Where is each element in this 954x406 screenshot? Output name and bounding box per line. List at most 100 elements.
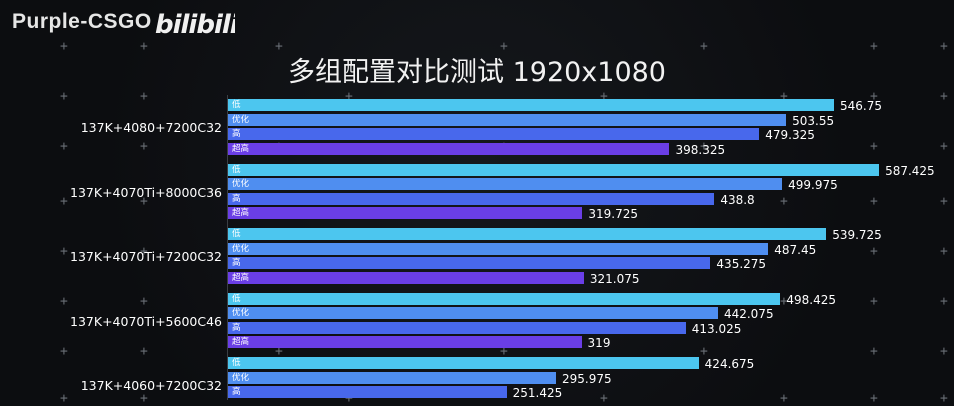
data-label: 479.325 xyxy=(765,128,815,142)
plus-decoration: + xyxy=(500,344,508,359)
bar xyxy=(228,192,715,205)
series-label: 优化 xyxy=(232,179,250,189)
data-label: 442.075 xyxy=(723,307,774,321)
plus-decoration: + xyxy=(940,39,948,54)
series-label: 低 xyxy=(232,358,241,368)
plus-decoration: + xyxy=(700,39,708,54)
plus-decoration: + xyxy=(940,294,948,309)
plus-decoration: + xyxy=(600,89,608,104)
data-label: 319.725 xyxy=(588,207,638,221)
series-label: 超高 xyxy=(232,208,250,218)
plus-decoration: + xyxy=(870,194,878,209)
plus-decoration: + xyxy=(140,344,148,359)
data-label: 499.975 xyxy=(788,178,838,192)
plus-decoration: + xyxy=(60,139,68,154)
series-label: 优化 xyxy=(232,114,250,125)
bar xyxy=(228,336,582,348)
plus-decoration: + xyxy=(140,244,148,259)
plus-decoration: + xyxy=(140,391,148,406)
plus-decoration: + xyxy=(275,344,283,359)
category-label: 137K+4080+7200C32 xyxy=(80,120,222,135)
data-label: 435.275 xyxy=(716,257,767,271)
bar xyxy=(228,257,711,269)
bilibili-logo-icon: bilibili xyxy=(155,10,235,40)
series-label: 优化 xyxy=(232,308,250,318)
series-label: 高 xyxy=(232,322,241,333)
series-label: 低 xyxy=(232,229,241,239)
plus-decoration: + xyxy=(870,344,878,359)
series-label: 低 xyxy=(232,164,241,175)
category-label: 137K+4070Ti+5600C46 xyxy=(70,313,222,329)
plus-decoration: + xyxy=(870,294,878,309)
bar xyxy=(228,113,787,126)
data-label: 295.975 xyxy=(562,371,612,386)
category-label: 137K+4060+7200C32 xyxy=(80,378,222,393)
plus-decoration: + xyxy=(500,39,508,54)
plus-decoration: + xyxy=(60,294,68,309)
bar xyxy=(228,386,507,398)
bar xyxy=(228,271,584,284)
plus-decoration: + xyxy=(345,391,353,406)
plus-decoration: + xyxy=(140,194,148,209)
plus-decoration: + xyxy=(60,391,68,406)
plus-decoration: + xyxy=(60,344,68,359)
data-label: 503.55 xyxy=(792,113,835,128)
plus-decoration: + xyxy=(940,194,948,209)
bar xyxy=(228,321,686,334)
series-label: 超高 xyxy=(232,143,250,154)
plus-decoration: + xyxy=(275,39,283,54)
series-label: 优化 xyxy=(232,243,250,254)
data-label: 413.025 xyxy=(691,321,742,336)
category-label: 137K+4070Ti+7200C32 xyxy=(70,249,222,264)
bar xyxy=(228,307,718,319)
bar xyxy=(228,128,760,140)
plus-decoration: + xyxy=(940,391,948,406)
plus-decoration: + xyxy=(870,89,878,104)
series-label: 高 xyxy=(232,258,241,268)
plus-decoration: + xyxy=(780,391,788,406)
plus-decoration: + xyxy=(940,344,948,359)
plus-decoration: + xyxy=(700,344,708,359)
series-label: 高 xyxy=(232,129,241,139)
bar xyxy=(228,292,781,305)
plus-decoration: + xyxy=(870,244,878,259)
series-label: 低 xyxy=(232,100,241,110)
data-label: 321.075 xyxy=(589,271,640,286)
data-label: 539.725 xyxy=(832,228,882,242)
plus-decoration: + xyxy=(780,294,788,309)
bar xyxy=(228,142,670,155)
data-label: 487.45 xyxy=(774,242,817,257)
plus-decoration: + xyxy=(700,139,708,154)
category-label: 137K+4070Ti+8000C36 xyxy=(70,184,222,200)
plus-decoration: + xyxy=(140,89,148,104)
data-label: 587.425 xyxy=(885,163,935,178)
series-label: 超高 xyxy=(232,337,250,347)
bar xyxy=(228,178,783,190)
data-label: 424.675 xyxy=(704,357,755,371)
data-label: 251.425 xyxy=(512,386,563,400)
series-label: 低 xyxy=(232,293,241,304)
series-label: 超高 xyxy=(232,272,250,283)
plus-decoration: + xyxy=(870,139,878,154)
bar xyxy=(228,357,699,369)
bar xyxy=(228,163,880,176)
axis-line xyxy=(227,95,228,400)
plus-decoration: + xyxy=(870,39,878,54)
data-label: 546.75 xyxy=(839,99,882,113)
plus-decoration: + xyxy=(60,89,68,104)
data-label: 319 xyxy=(587,336,611,350)
plus-decoration: + xyxy=(60,194,68,209)
bar xyxy=(228,228,827,240)
plus-decoration: + xyxy=(940,89,948,104)
bar xyxy=(228,99,834,111)
plus-decoration: + xyxy=(780,89,788,104)
data-label: 398.325 xyxy=(675,142,726,157)
plus-decoration: + xyxy=(780,194,788,209)
series-label: 高 xyxy=(232,193,241,204)
plus-decoration: + xyxy=(345,89,353,104)
data-label: 498.425 xyxy=(786,292,837,307)
plus-decoration: + xyxy=(60,39,68,54)
plus-decoration: + xyxy=(600,391,608,406)
plus-decoration: + xyxy=(870,391,878,406)
